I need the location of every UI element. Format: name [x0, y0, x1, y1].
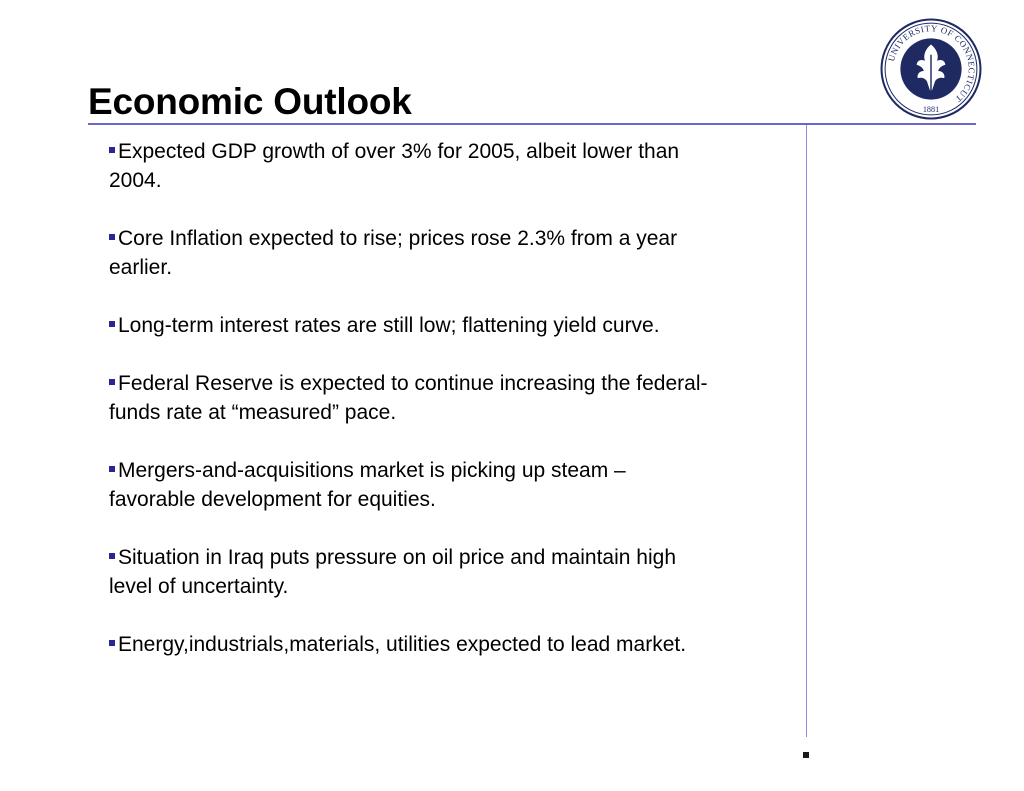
vertical-divider	[806, 125, 807, 737]
bullet-text: Federal Reserve is expected to continue …	[109, 372, 708, 424]
seal-year: 1881	[923, 105, 939, 114]
divider-end-marker	[803, 752, 809, 758]
square-bullet-icon	[109, 234, 115, 240]
bullet-item: Core Inflation expected to rise; prices …	[109, 224, 709, 282]
bullet-list: Expected GDP growth of over 3% for 2005,…	[109, 137, 709, 688]
bullet-item: Long-term interest rates are still low; …	[109, 311, 709, 340]
bullet-text: Mergers-and-acquisitions market is picki…	[109, 459, 626, 511]
university-seal-icon: UNIVERSITY OF CONNECTICUT 1881	[880, 18, 982, 120]
square-bullet-icon	[109, 640, 115, 646]
square-bullet-icon	[109, 553, 115, 559]
bullet-text: Long-term interest rates are still low; …	[118, 314, 660, 337]
square-bullet-icon	[109, 379, 115, 385]
bullet-item: Federal Reserve is expected to continue …	[109, 369, 709, 427]
bullet-item: Energy,industrials,materials, utilities …	[109, 630, 709, 659]
title-underline	[88, 123, 976, 125]
square-bullet-icon	[109, 466, 115, 472]
bullet-item: Expected GDP growth of over 3% for 2005,…	[109, 137, 709, 195]
bullet-text: Expected GDP growth of over 3% for 2005,…	[109, 140, 680, 192]
bullet-text: Core Inflation expected to rise; prices …	[109, 227, 678, 279]
bullet-item: Situation in Iraq puts pressure on oil p…	[109, 543, 709, 601]
bullet-item: Mergers-and-acquisitions market is picki…	[109, 456, 709, 514]
square-bullet-icon	[109, 321, 115, 327]
square-bullet-icon	[109, 147, 115, 153]
bullet-text: Situation in Iraq puts pressure on oil p…	[109, 546, 676, 598]
bullet-text: Energy,industrials,materials, utilities …	[118, 633, 687, 656]
slide-title: Economic Outlook	[88, 81, 412, 122]
